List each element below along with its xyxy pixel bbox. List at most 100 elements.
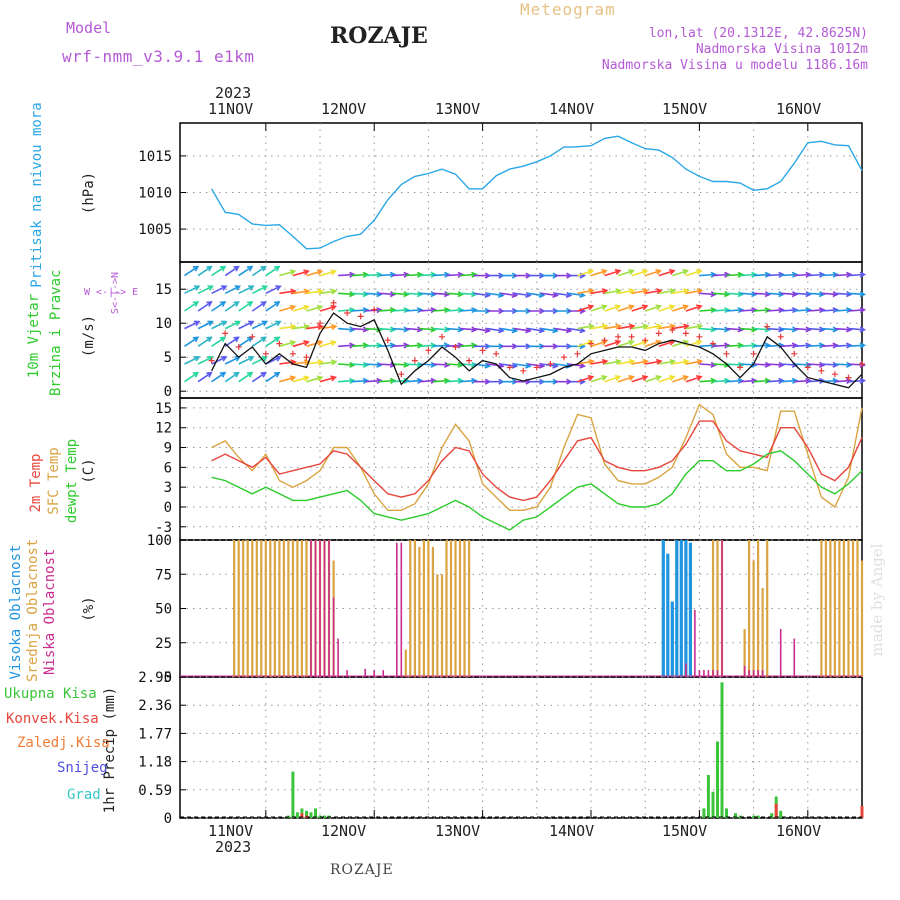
wind-arrow <box>590 340 607 348</box>
wind-arrow-head <box>260 265 267 272</box>
wind-arrow-head <box>669 288 677 295</box>
wind-arrow <box>577 289 594 295</box>
wind-arrow-head <box>615 358 622 365</box>
wind-gust-mark <box>262 350 269 357</box>
y-tick-label: 1005 <box>138 222 172 238</box>
wind-arrow <box>473 327 490 332</box>
wind-arrow-head <box>261 356 269 362</box>
wind-arrow-head <box>832 271 839 278</box>
wind-arrow-head <box>389 291 397 298</box>
wind-arrow <box>338 363 355 366</box>
wind-arrow-head <box>290 323 297 331</box>
wind-gust-mark <box>249 333 256 340</box>
wind-arrow <box>590 289 607 295</box>
wind-arrow-head <box>710 271 718 278</box>
cloud-bar <box>409 540 412 677</box>
wind-arrow-head <box>791 291 799 298</box>
wind-arrow <box>577 360 594 365</box>
wind-arrow <box>699 292 716 296</box>
wind-arrow-head <box>220 285 228 291</box>
precip-bar <box>702 808 706 818</box>
wind-arrow-head <box>832 377 839 384</box>
wind-arrow-head <box>246 265 254 272</box>
wind-arrow-head <box>791 377 799 384</box>
wind-arrow <box>405 292 422 296</box>
y-tick-label: 1.18 <box>138 755 172 771</box>
wind-arrow-head <box>457 342 465 349</box>
wind-arrow-head <box>832 342 839 349</box>
wind-arrow <box>604 289 621 295</box>
wind-arrow-head <box>668 304 676 311</box>
station-title: ROZAJE <box>330 23 428 49</box>
wind-arrow <box>338 379 355 383</box>
wind-arrow <box>672 360 689 365</box>
wind-arrow-head <box>416 342 424 349</box>
cloud-bar <box>684 540 688 677</box>
cloud-bar <box>237 540 240 677</box>
precip-label-graupel: Grad <box>67 787 101 803</box>
cloud-bar <box>458 540 462 677</box>
wind-arrow <box>541 363 558 367</box>
wind-gust-mark <box>831 371 838 378</box>
wind-arrow <box>617 325 635 330</box>
wind-arrow <box>527 363 544 367</box>
wind-arrow <box>807 292 824 296</box>
wind-arrow-head <box>601 288 609 295</box>
wind-arrow <box>753 363 770 366</box>
cloud-bar <box>449 540 453 677</box>
wind-arrow-head <box>416 326 424 333</box>
wind-gust-mark <box>764 323 771 330</box>
wind-arrow <box>197 266 212 277</box>
cloud-bar <box>404 649 407 677</box>
precip-bar <box>770 813 774 818</box>
cloud-bar <box>278 540 281 677</box>
wind-arrow-head <box>845 307 853 314</box>
wind-arrow <box>392 327 409 331</box>
wind-arrow-head <box>682 268 690 275</box>
wind-arrow-head <box>443 271 451 278</box>
y-tick-label: 15 <box>155 282 172 298</box>
wind-arrow <box>780 273 797 277</box>
wind-arrow-head <box>471 271 478 278</box>
cloud-bar <box>856 540 859 677</box>
wind-arrow <box>712 327 729 331</box>
wind-arrow-head <box>710 307 718 314</box>
wind-gust-mark <box>845 374 852 381</box>
wind-arrow-head <box>764 342 772 349</box>
cloud-bar <box>269 540 272 677</box>
wind-arrow <box>197 356 213 365</box>
cloud-bar <box>463 540 466 677</box>
wind-arrow-head <box>430 342 437 349</box>
wind-arrow <box>184 372 199 383</box>
wind-arrow-head <box>710 326 718 333</box>
wind-arrow <box>577 340 593 348</box>
wind-gust-mark <box>709 340 716 347</box>
wind-arrow <box>848 344 865 348</box>
wind-arrow-head <box>317 359 324 366</box>
wind-arrow-head <box>751 326 758 333</box>
wind-arrow <box>405 344 422 348</box>
wind-gust-mark <box>466 357 473 364</box>
wind-arrow-head <box>778 377 785 384</box>
cloud-bar <box>305 540 308 677</box>
wind-arrow <box>577 269 593 277</box>
wind-arrow <box>658 289 675 295</box>
cloud-bar <box>382 670 384 677</box>
wind-arrow-head <box>317 288 324 295</box>
cloud-bar <box>743 666 746 677</box>
wind-arrow-head <box>274 301 281 307</box>
model-altitude-label: Nadmorska Visina u modelu 1186.16m <box>601 58 868 73</box>
cloud-bar <box>314 540 317 677</box>
cloud-bar <box>468 540 471 677</box>
wind-arrow-head <box>859 326 867 333</box>
wind-arrow <box>211 301 226 312</box>
wind-arrow-head <box>246 371 254 378</box>
wind-arrow-head <box>724 291 731 298</box>
wind-gust-mark <box>628 333 635 340</box>
wind-arrow-head <box>349 342 356 349</box>
wind-speed-line <box>211 312 863 389</box>
wind-arrow <box>631 289 648 295</box>
wind-gust-mark <box>479 347 486 354</box>
wind-arrow <box>541 327 558 332</box>
wind-arrow-head <box>642 358 650 365</box>
